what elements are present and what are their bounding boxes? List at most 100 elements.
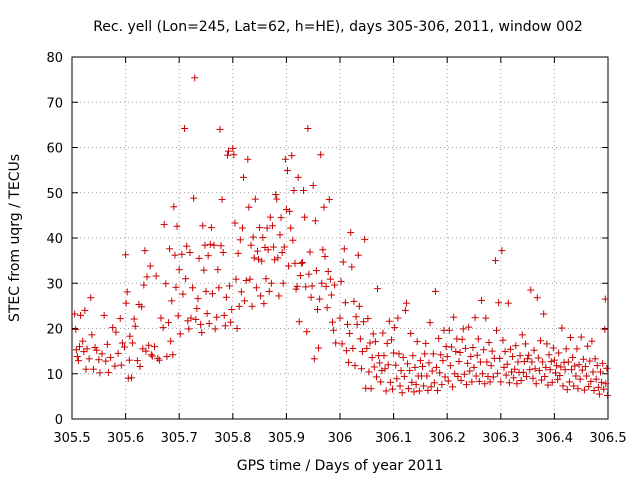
- data-point: [512, 342, 520, 350]
- y-tick-label: 30: [46, 277, 63, 292]
- x-tick-label: 305.8: [214, 431, 251, 446]
- y-tick-label: 50: [46, 187, 63, 202]
- data-point: [393, 375, 401, 383]
- data-point: [476, 358, 484, 366]
- data-point: [382, 387, 390, 395]
- x-tick-label: 306.1: [375, 431, 412, 446]
- data-point: [276, 231, 284, 239]
- data-point: [410, 388, 418, 396]
- data-point: [82, 365, 90, 373]
- data-point: [498, 247, 506, 255]
- data-point: [531, 365, 539, 373]
- data-point: [561, 366, 569, 374]
- data-point: [289, 236, 297, 244]
- data-point: [478, 296, 486, 304]
- data-point: [129, 339, 137, 347]
- data-point: [339, 258, 347, 266]
- data-point: [263, 224, 271, 232]
- data-point: [603, 391, 611, 399]
- data-point: [222, 293, 230, 301]
- data-point: [542, 363, 550, 371]
- data-point: [73, 353, 81, 361]
- data-point: [564, 358, 572, 366]
- data-point: [353, 320, 361, 328]
- data-point: [422, 339, 430, 347]
- data-point: [401, 306, 409, 314]
- data-point: [204, 252, 212, 260]
- data-point: [424, 386, 432, 394]
- data-point: [200, 266, 208, 274]
- data-point: [452, 348, 460, 356]
- data-point: [347, 229, 355, 237]
- data-point: [154, 354, 162, 362]
- data-point: [296, 272, 304, 280]
- data-point: [283, 167, 291, 175]
- data-point: [79, 337, 87, 345]
- data-point: [361, 235, 369, 243]
- data-point: [548, 378, 556, 386]
- data-point: [540, 310, 548, 318]
- data-point: [270, 243, 278, 251]
- data-point: [599, 359, 607, 367]
- data-point: [497, 378, 505, 386]
- data-point: [102, 357, 110, 365]
- x-tick-label: 305.7: [161, 431, 198, 446]
- data-point: [432, 363, 440, 371]
- data-point: [280, 243, 288, 251]
- data-point: [325, 196, 333, 204]
- data-point: [602, 380, 610, 388]
- data-point: [290, 186, 298, 194]
- data-point: [549, 344, 557, 352]
- data-point: [72, 325, 80, 333]
- data-point: [168, 297, 176, 305]
- data-point: [311, 217, 319, 225]
- data-point: [342, 347, 350, 355]
- data-point: [130, 315, 138, 323]
- data-point: [485, 339, 493, 347]
- data-point: [170, 203, 178, 211]
- data-point: [406, 367, 414, 375]
- data-point: [357, 365, 365, 373]
- data-point: [535, 367, 543, 375]
- data-point: [327, 291, 335, 299]
- data-point: [504, 299, 512, 307]
- data-point: [408, 378, 416, 386]
- data-point: [574, 385, 582, 393]
- x-axis: 305.5 305.6 305.7 305.8 305.9 306 306.1 306.2 30…: [53, 57, 627, 446]
- data-point: [323, 304, 331, 312]
- data-point: [427, 383, 435, 391]
- data-point: [244, 155, 252, 163]
- data-point: [227, 318, 235, 326]
- data-point: [169, 351, 177, 359]
- data-point: [594, 383, 602, 391]
- data-point: [250, 254, 258, 262]
- data-point: [350, 297, 358, 305]
- data-point: [202, 287, 210, 295]
- data-point: [593, 362, 601, 370]
- data-point: [238, 224, 246, 232]
- data-point: [585, 382, 593, 390]
- data-point: [298, 258, 306, 266]
- data-point: [541, 372, 549, 380]
- x-tick-label: 306: [328, 431, 353, 446]
- data-point: [318, 279, 326, 287]
- data-point: [449, 383, 457, 391]
- data-point: [528, 358, 536, 366]
- data-point: [471, 314, 479, 322]
- data-point: [459, 325, 467, 333]
- data-point: [464, 359, 472, 367]
- chart-title: Rec. yell (Lon=245, Lat=62, h=HE), days …: [93, 19, 583, 35]
- data-point: [336, 314, 344, 322]
- data-point: [264, 246, 272, 254]
- data-point: [510, 374, 518, 382]
- data-point: [367, 385, 375, 393]
- data-point: [320, 203, 328, 211]
- data-point: [271, 256, 279, 264]
- data-point: [392, 361, 400, 369]
- data-point: [374, 285, 382, 293]
- data-point: [229, 144, 237, 152]
- data-point: [526, 366, 534, 374]
- data-point: [553, 362, 561, 370]
- data-point: [278, 248, 286, 256]
- data-point: [226, 282, 234, 290]
